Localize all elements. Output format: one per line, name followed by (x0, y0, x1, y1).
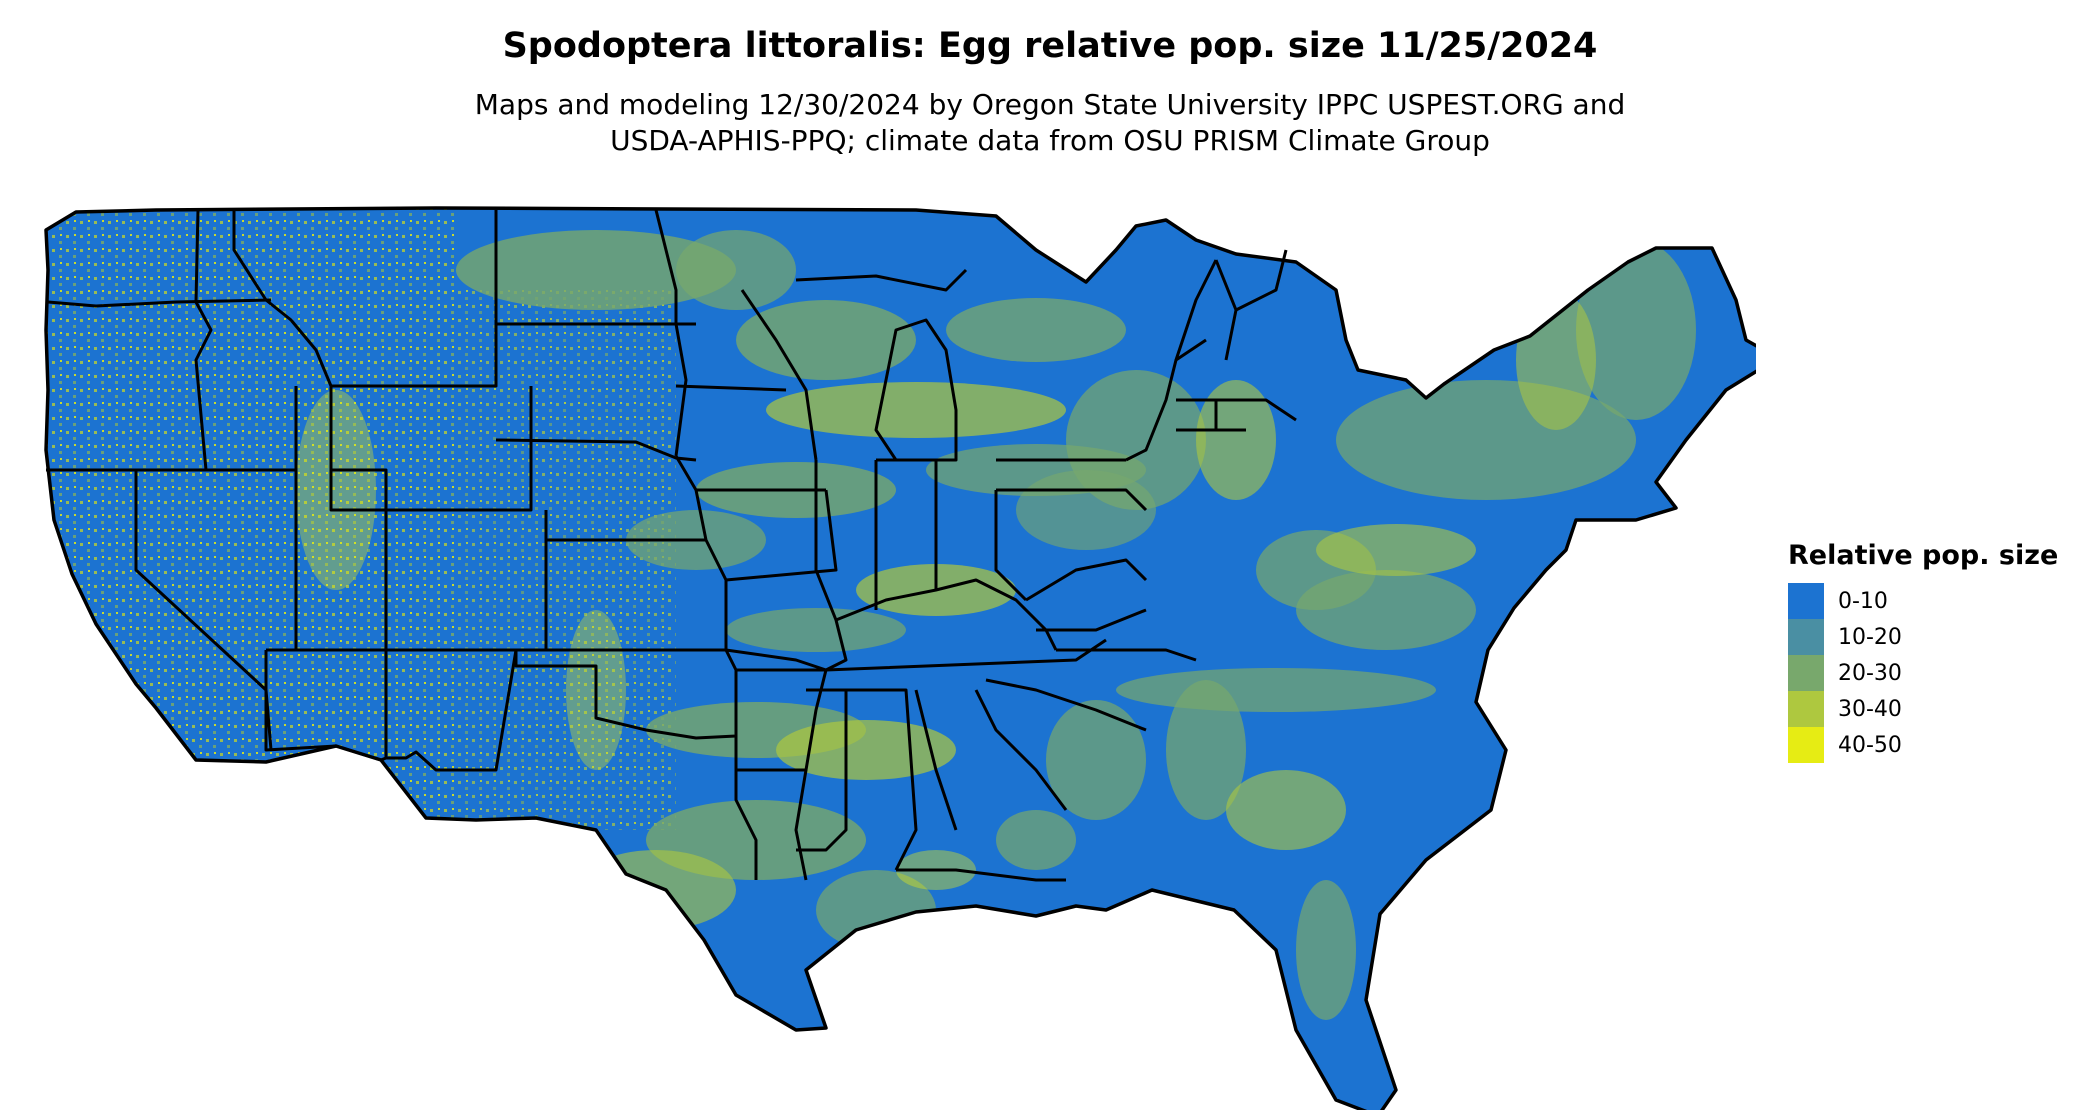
state-boundaries (44, 206, 1756, 1110)
legend-swatch (1788, 619, 1824, 655)
map-legend: Relative pop. size 0-10 10-20 20-30 30-40 40… (1788, 540, 2088, 763)
legend-swatch (1788, 655, 1824, 691)
map-subtitle-line-1: Maps and modeling 12/30/2024 by Oregon S… (474, 88, 1626, 121)
legend-item: 10-20 (1788, 619, 2088, 655)
legend-label: 10-20 (1838, 624, 1902, 650)
legend-items: 0-10 10-20 20-30 30-40 40-50 (1788, 583, 2088, 763)
legend-item: 20-30 (1788, 655, 2088, 691)
map-subtitle-line-2: USDA-APHIS-PPQ; climate data from OSU PR… (610, 124, 1490, 157)
legend-label: 30-40 (1838, 696, 1902, 722)
legend-item: 0-10 (1788, 583, 2088, 619)
map-title: Spodoptera littoralis: Egg relative pop.… (502, 26, 1598, 66)
legend-title: Relative pop. size (1788, 540, 2059, 571)
legend-label: 40-50 (1838, 732, 1902, 758)
legend-item: 30-40 (1788, 691, 2088, 727)
us-map (36, 190, 1756, 1110)
legend-label: 0-10 (1838, 588, 1888, 614)
legend-label: 20-30 (1838, 660, 1902, 686)
legend-swatch (1788, 727, 1824, 763)
us-map-svg (44, 206, 1756, 1110)
legend-item: 40-50 (1788, 727, 2088, 763)
legend-swatch (1788, 691, 1824, 727)
legend-swatch (1788, 583, 1824, 619)
